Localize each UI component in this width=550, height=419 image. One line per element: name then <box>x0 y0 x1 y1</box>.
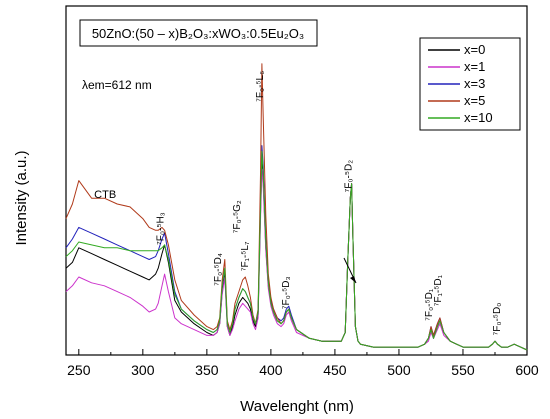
series-line-x-3 <box>65 145 528 351</box>
x-tick-label: 350 <box>195 362 219 378</box>
emission-label: λem=612 nm <box>82 78 152 92</box>
x-tick-label: 300 <box>131 362 155 378</box>
annotation-label: CTB <box>94 189 116 201</box>
annotation-label: ⁷F₀-⁵H₃ <box>155 212 166 245</box>
legend: x=0 x=1 x=3 x=5 x=10 <box>428 42 493 125</box>
series-line-x-10 <box>65 150 528 351</box>
x-axis-label: Wavelenght (nm) <box>240 398 354 415</box>
x-axis-ticks: 250 300 350 400 450 500 550 600 <box>67 349 539 378</box>
x-tick-label: 500 <box>387 362 411 378</box>
annotation-label: ⁷F₀-⁵D₄ <box>213 253 224 286</box>
annotation-arrowhead <box>350 276 356 283</box>
y-axis-label: Intensity (a.u.) <box>13 150 30 245</box>
x-tick-label: 250 <box>67 362 91 378</box>
annotation-label: ⁷F₁-⁵D₁ <box>433 274 444 306</box>
title-box <box>79 19 318 47</box>
x-tick-label: 400 <box>259 362 283 378</box>
legend-label: x=3 <box>464 76 485 91</box>
x-tick-label: 600 <box>515 362 539 378</box>
legend-label: x=5 <box>464 93 485 108</box>
annotation-label: ⁷F₀-⁵D₁ <box>424 288 435 321</box>
annotation-label: ⁷F₀-⁵D₀ <box>492 303 503 336</box>
annotation-layer: CTB ⁷F₀-⁵H₃ ⁷F₀-⁵D₄ ⁷F₀-⁵G₂ ⁷F₁-⁵L₇ ⁷F₀-⁵L₆ ⁷F… <box>94 71 503 336</box>
series-line-x-1 <box>65 168 528 351</box>
x-tick-label: 450 <box>323 362 347 378</box>
annotation-label: ⁷F₀-⁵G₂ <box>232 200 243 233</box>
annotation-label: ⁷F₀-⁵L₆ <box>255 71 266 102</box>
legend-label: x=1 <box>464 59 485 74</box>
series-layer <box>65 63 528 351</box>
annotation-label: ⁷F₀-⁵D₂ <box>344 160 355 193</box>
chart-title: 50ZnO:(50 – x)B₂O₃:xWO₃:0.5Eu₂O₃ <box>92 26 304 41</box>
plot-frame <box>65 5 528 356</box>
x-tick-label: 550 <box>451 362 475 378</box>
legend-label: x=10 <box>464 110 493 125</box>
annotation-label: ⁷F₁-⁵L₇ <box>240 241 251 271</box>
legend-label: x=0 <box>464 42 485 57</box>
series-line-x-0 <box>65 162 528 351</box>
annotation-label: ⁷F₀-⁵D₃ <box>281 276 292 309</box>
